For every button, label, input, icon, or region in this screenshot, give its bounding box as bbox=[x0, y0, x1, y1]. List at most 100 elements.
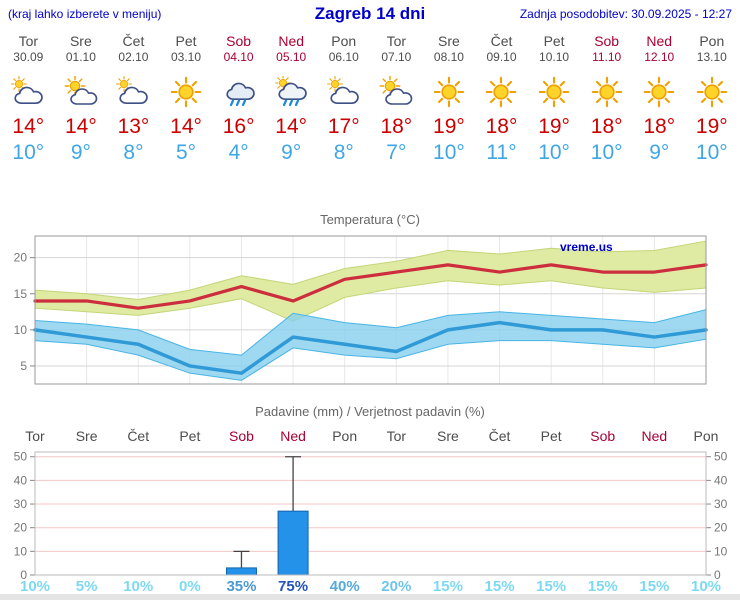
svg-text:10: 10 bbox=[14, 323, 28, 337]
precip-probability: 35% bbox=[226, 578, 257, 595]
sun-icon bbox=[686, 76, 739, 110]
svg-text:40: 40 bbox=[714, 473, 728, 487]
day-low-temp: 4° bbox=[228, 141, 249, 164]
day-date: 08.10 bbox=[433, 50, 464, 64]
day-column[interactable]: Čet 02.10 13° 8° bbox=[107, 33, 160, 164]
day-name: Sre bbox=[438, 33, 460, 49]
precip-day-label: Sob bbox=[590, 428, 616, 444]
day-column[interactable]: Sob 04.10 16° 4° bbox=[212, 33, 265, 164]
day-high-temp: 18° bbox=[485, 115, 518, 138]
precip-probability: 15% bbox=[639, 578, 670, 595]
footer-bar bbox=[0, 594, 740, 600]
sun-icon bbox=[160, 76, 213, 110]
max-temperature-line bbox=[33, 263, 708, 310]
day-column[interactable]: Tor 30.09 14° 10° bbox=[2, 33, 55, 164]
day-name: Sre bbox=[69, 33, 92, 49]
day-high-temp: 14° bbox=[12, 115, 45, 138]
precip-probability: 5% bbox=[75, 578, 98, 595]
precip-probability: 10% bbox=[19, 578, 51, 595]
day-column[interactable]: Pon 06.10 17° 8° bbox=[317, 33, 370, 164]
precip-probability-row: 10% 5% 10% 0% 35% 75% 40% 20% 15% 15% 15% 15% 15% 10% bbox=[0, 578, 740, 596]
precip-day-label: Pon bbox=[332, 428, 358, 444]
svg-text:15: 15 bbox=[14, 287, 28, 301]
svg-text:0: 0 bbox=[714, 568, 721, 580]
day-column[interactable]: Čet 09.10 18° 11° bbox=[475, 33, 528, 164]
sun-icon bbox=[423, 76, 476, 110]
day-high-temp: 18° bbox=[590, 115, 623, 138]
svg-text:50: 50 bbox=[14, 450, 28, 464]
day-name: Ned bbox=[646, 33, 673, 49]
day-high-temp: 17° bbox=[327, 115, 360, 138]
watermark: vreme.us bbox=[560, 240, 613, 254]
sun-icon bbox=[580, 76, 633, 110]
day-low-temp: 9° bbox=[70, 141, 91, 164]
day-high-temp: 13° bbox=[117, 115, 150, 138]
day-low-temp: 8° bbox=[123, 141, 144, 164]
day-high-temp: 18° bbox=[380, 115, 413, 138]
precip-day-label: Ned bbox=[641, 428, 668, 444]
svg-text:0: 0 bbox=[20, 568, 27, 580]
precip-day-label: Čet bbox=[127, 428, 150, 444]
day-low-temp: 7° bbox=[386, 141, 407, 164]
forecast-days-row: Tor 30.09 14° 10° Sre 01.10 14° 9° Čet 02.10 13° 8°… bbox=[2, 33, 738, 164]
day-date: 01.10 bbox=[65, 50, 96, 64]
precip-day-label: Pet bbox=[540, 428, 562, 444]
day-date: 05.10 bbox=[276, 50, 307, 64]
sun-icon bbox=[475, 76, 528, 110]
day-date: 30.09 bbox=[13, 50, 44, 64]
svg-text:20: 20 bbox=[714, 521, 728, 535]
day-column[interactable]: Ned 05.10 14° 9° bbox=[265, 33, 318, 164]
day-date: 04.10 bbox=[223, 50, 254, 64]
day-date: 10.10 bbox=[539, 50, 570, 64]
temperature-chart: 5 10 15 20 vreme.us bbox=[14, 235, 708, 385]
day-low-temp: 5° bbox=[175, 141, 197, 164]
precip-bar bbox=[225, 567, 257, 576]
day-column[interactable]: Tor 07.10 18° 7° bbox=[370, 33, 423, 164]
day-low-temp: 10° bbox=[433, 141, 465, 164]
precip-probability: 40% bbox=[329, 578, 360, 595]
day-low-temp: 11° bbox=[486, 141, 517, 164]
temp-chart-title: Temperatura (°C) bbox=[320, 212, 420, 227]
day-high-temp: 14° bbox=[64, 115, 97, 138]
day-name: Pet bbox=[175, 33, 197, 49]
precip-day-label: Tor bbox=[386, 428, 407, 444]
cloud-sun-icon bbox=[2, 76, 55, 110]
day-column[interactable]: Sob 11.10 18° 10° bbox=[580, 33, 633, 164]
day-name: Pet bbox=[543, 33, 565, 49]
precip-probability: 10% bbox=[123, 578, 154, 595]
day-column[interactable]: Ned 12.10 18° 9° bbox=[633, 33, 686, 164]
day-low-temp: 10° bbox=[12, 141, 45, 164]
day-column[interactable]: Pon 13.10 19° 10° bbox=[686, 33, 739, 164]
cloud-sun-icon bbox=[317, 76, 370, 110]
day-high-temp: 14° bbox=[275, 115, 308, 138]
day-column[interactable]: Sre 01.10 14° 9° bbox=[55, 33, 108, 164]
day-high-temp: 19° bbox=[538, 115, 570, 138]
day-column[interactable]: Pet 03.10 14° 5° bbox=[160, 33, 213, 164]
day-column[interactable]: Sre 08.10 19° 10° bbox=[423, 33, 476, 164]
precip-probability: 15% bbox=[587, 578, 618, 595]
day-date: 13.10 bbox=[696, 50, 727, 64]
day-high-temp: 19° bbox=[695, 115, 728, 138]
precip-day-label: Sre bbox=[437, 428, 459, 444]
menu-hint[interactable]: (kraj lahko izberete v meniju) bbox=[8, 7, 162, 21]
day-column[interactable]: Pet 10.10 19° 10° bbox=[528, 33, 581, 164]
precip-probability: 0% bbox=[179, 578, 201, 595]
sun-icon bbox=[633, 76, 686, 110]
day-high-temp: 18° bbox=[643, 115, 676, 138]
precip-day-label: Tor bbox=[25, 428, 45, 444]
precip-probability: 15% bbox=[432, 578, 463, 595]
day-date: 11.10 bbox=[592, 50, 622, 64]
day-name: Čet bbox=[490, 33, 513, 49]
day-date: 02.10 bbox=[118, 50, 149, 64]
day-name: Čet bbox=[122, 33, 145, 49]
svg-text:20: 20 bbox=[14, 251, 28, 265]
sun-cloud-icon bbox=[55, 75, 108, 110]
day-low-temp: 10° bbox=[695, 141, 728, 164]
svg-text:20: 20 bbox=[14, 521, 28, 535]
precip-bar bbox=[277, 510, 309, 576]
precip-day-label: Sre bbox=[75, 428, 98, 444]
cloud-sun-icon bbox=[107, 76, 160, 110]
day-date: 06.10 bbox=[328, 50, 359, 64]
day-low-temp: 10° bbox=[538, 141, 570, 164]
